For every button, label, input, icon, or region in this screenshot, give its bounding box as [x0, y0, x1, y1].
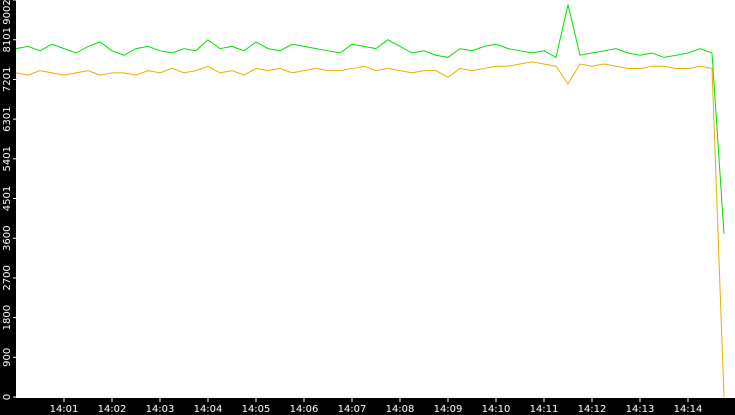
- x-tick-label: 14:12: [578, 404, 607, 415]
- x-tick-label: 14:06: [290, 404, 319, 415]
- series-line: [15, 4, 725, 234]
- x-tick-label: 14:02: [98, 404, 127, 415]
- x-tick-label: 14:10: [482, 404, 511, 415]
- y-tick-label: 7201: [2, 67, 13, 92]
- y-tick-label: 9002: [2, 0, 13, 25]
- x-tick-label: 14:04: [194, 404, 223, 415]
- x-tick-label: 14:13: [626, 404, 655, 415]
- y-tick-label: 6301: [2, 106, 13, 131]
- x-tick-label: 14:08: [386, 404, 415, 415]
- y-tick-label: 0: [2, 394, 13, 400]
- series-line: [15, 61, 725, 398]
- x-tick-label: 14:14: [674, 404, 703, 415]
- y-tick-label: 900: [2, 348, 13, 367]
- y-tick-label: 5401: [2, 146, 13, 171]
- x-tick-label: 14:07: [338, 404, 367, 415]
- x-tick-label: 14:05: [242, 404, 271, 415]
- y-tick-label: 3600: [2, 226, 13, 251]
- y-tick-label: 4501: [2, 186, 13, 211]
- y-tick-label: 2700: [2, 265, 13, 290]
- x-tick-label: 14:09: [434, 404, 463, 415]
- x-tick-label: 14:01: [50, 404, 79, 415]
- x-tick-label: 14:11: [530, 404, 559, 415]
- plot-area: [16, 0, 735, 398]
- x-tick-label: 14:03: [146, 404, 175, 415]
- y-tick-label: 8101: [2, 27, 13, 52]
- y-tick-label: 1800: [2, 305, 13, 330]
